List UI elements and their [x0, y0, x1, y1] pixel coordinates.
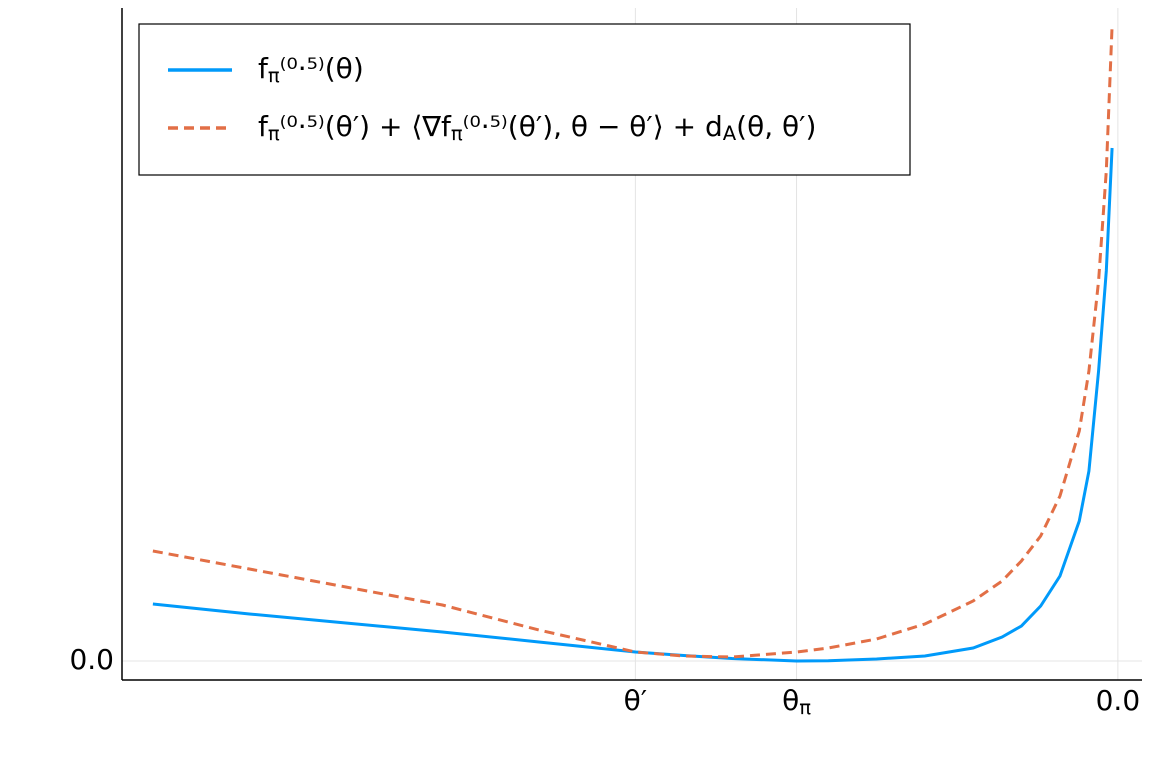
x-tick-label: θ′	[624, 684, 648, 717]
x-tick-label: θπ	[782, 684, 811, 719]
legend-label: fπ⁽⁰·⁵⁾(θ′) + ⟨∇fπ⁽⁰·⁵⁾(θ′), θ − θ′⟩ + d…	[258, 110, 816, 145]
data-line	[152, 147, 1114, 663]
legend-box	[138, 23, 911, 176]
y-tick-label: 0.0	[69, 643, 114, 676]
x-tick-label: 0.0	[1096, 684, 1141, 717]
legend-label: fπ⁽⁰·⁵⁾(θ)	[258, 52, 364, 87]
legend: fπ⁽⁰·⁵⁾(θ) fπ⁽⁰·⁵⁾(θ′) + ⟨∇fπ⁽⁰·⁵⁾(θ′), θ…	[138, 23, 911, 176]
data-line	[152, 25, 1114, 659]
